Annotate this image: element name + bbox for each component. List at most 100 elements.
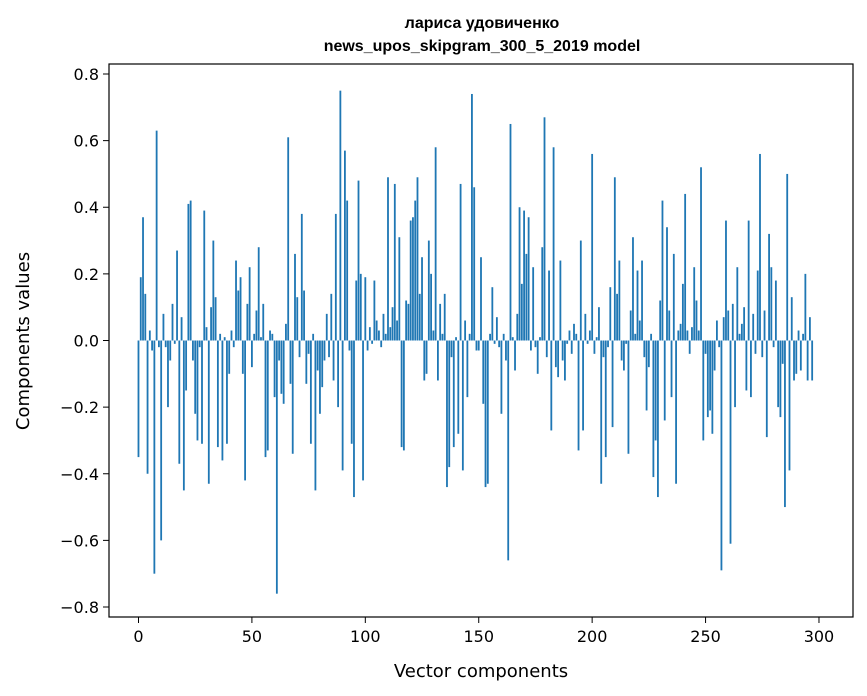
bar xyxy=(187,203,190,341)
bar xyxy=(516,313,519,341)
bar xyxy=(584,313,587,341)
bar xyxy=(350,340,353,444)
bar xyxy=(799,340,802,371)
bar xyxy=(489,333,491,341)
bar xyxy=(738,333,741,341)
bar xyxy=(237,290,240,341)
bar xyxy=(334,213,337,341)
bar xyxy=(564,340,566,381)
bar xyxy=(387,177,389,341)
bar xyxy=(303,290,305,341)
bar xyxy=(559,260,562,341)
bar xyxy=(495,317,498,341)
bar xyxy=(375,320,378,341)
bar xyxy=(736,267,739,341)
bar xyxy=(691,327,693,341)
bar xyxy=(607,340,609,348)
bar xyxy=(632,237,634,341)
bar xyxy=(480,257,482,341)
y-tick-label: −0.8 xyxy=(60,598,99,617)
bar xyxy=(425,340,428,374)
x-tick-label: 50 xyxy=(242,627,262,646)
bar xyxy=(570,340,573,354)
bar xyxy=(663,340,666,421)
bar xyxy=(477,340,480,351)
bar xyxy=(148,330,151,341)
bar xyxy=(711,340,714,434)
bar xyxy=(647,340,650,368)
bar xyxy=(282,340,285,404)
bar xyxy=(554,340,557,368)
bar xyxy=(244,340,246,481)
bar xyxy=(230,330,233,341)
bar xyxy=(600,340,603,484)
bar xyxy=(185,340,188,391)
bar xyxy=(613,177,616,341)
bar xyxy=(652,340,655,478)
bar xyxy=(734,340,736,408)
bar xyxy=(706,340,709,418)
x-tick-label: 300 xyxy=(804,627,835,646)
bar xyxy=(534,340,537,348)
bar xyxy=(604,340,607,458)
bar xyxy=(437,340,439,381)
bar xyxy=(579,240,582,341)
bar xyxy=(210,307,212,341)
bar xyxy=(745,340,748,391)
bar xyxy=(754,340,757,354)
bar xyxy=(341,340,344,471)
bar xyxy=(448,340,451,468)
bar xyxy=(173,340,176,344)
bar xyxy=(502,333,505,341)
bar xyxy=(357,180,360,341)
bar xyxy=(278,340,281,361)
bar xyxy=(248,267,251,341)
bar xyxy=(223,337,226,341)
bar xyxy=(595,337,598,341)
y-tick-label: −0.4 xyxy=(60,465,99,484)
bar xyxy=(214,297,217,341)
bar xyxy=(718,340,721,348)
bar xyxy=(602,340,605,358)
bar xyxy=(432,330,435,341)
bar xyxy=(371,340,374,344)
bar xyxy=(618,260,621,341)
y-tick-label: −0.6 xyxy=(60,531,99,550)
bar xyxy=(468,333,471,341)
bar xyxy=(498,340,501,348)
bar xyxy=(482,340,485,404)
bar xyxy=(720,340,723,571)
bar xyxy=(300,213,303,341)
bar xyxy=(750,340,752,398)
bar xyxy=(491,287,494,341)
bar xyxy=(740,323,743,341)
bar xyxy=(520,283,523,341)
bar xyxy=(756,270,759,341)
bar xyxy=(366,340,369,351)
bar xyxy=(412,217,414,341)
bar xyxy=(772,340,775,348)
bar xyxy=(709,340,711,411)
bar xyxy=(207,340,210,484)
bar xyxy=(289,340,292,384)
bar xyxy=(409,220,412,341)
chart-subtitle: news_upos_skipgram_300_5_2019 model xyxy=(324,38,641,55)
bar xyxy=(759,153,761,341)
bar xyxy=(264,340,267,458)
bar xyxy=(536,340,539,374)
bar xyxy=(532,267,535,341)
bar xyxy=(464,320,467,341)
bar xyxy=(659,300,662,341)
bar xyxy=(781,340,784,364)
bar xyxy=(452,340,455,448)
bar xyxy=(768,233,770,341)
bar xyxy=(459,183,462,341)
bar xyxy=(312,333,315,341)
bar xyxy=(797,330,800,341)
bar xyxy=(552,147,555,341)
bar xyxy=(142,217,144,341)
x-tick-label: 150 xyxy=(463,627,494,646)
bar xyxy=(539,337,541,341)
bar xyxy=(260,337,262,341)
bar xyxy=(337,340,339,408)
